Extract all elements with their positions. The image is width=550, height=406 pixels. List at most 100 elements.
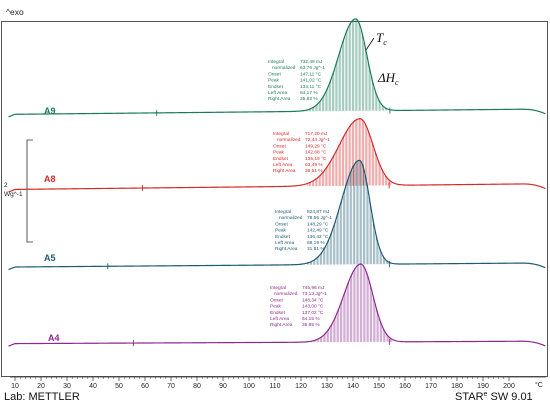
series-a9: A9 Integral 732,49 mJ normalized 63,76 Jg^-1… — [8, 18, 546, 118]
annotation-value: 148,34 °C — [302, 297, 324, 303]
annotation-label: Peak — [268, 78, 280, 84]
x-tick-label: 190 — [477, 383, 489, 390]
software-label: STARe SW 9.01 — [455, 391, 533, 403]
series-a5: A5 Integral 824,87 mJ normalized 78,56 Jg^-1… — [8, 159, 546, 271]
x-tick-label: 160 — [399, 383, 411, 390]
annotation-label: Right Area — [275, 246, 298, 252]
annotation-value: 35,85 % — [302, 322, 320, 328]
x-tick-label: 200 — [503, 383, 515, 390]
y-axis-label: Wg^-1 — [4, 191, 23, 198]
annotation-label: normalized — [277, 137, 301, 143]
y-scale-bracket — [26, 139, 33, 243]
annotation-label: Endset — [270, 310, 286, 316]
annotation-value: 732,49 mJ — [300, 59, 323, 65]
x-tick-label: 80 — [193, 383, 201, 390]
annotation-value: 73,13 Jg^-1 — [302, 291, 327, 297]
plot-frame — [1, 21, 548, 377]
annotation-label: Left Area — [268, 90, 288, 96]
x-axis-unit: °C — [535, 381, 543, 389]
annotation-label: Onset — [273, 143, 286, 149]
dh-symbol: ΔH — [377, 70, 396, 85]
annotation-label: normalized — [272, 65, 296, 71]
tc-symbol: T — [376, 30, 384, 45]
curve-line — [8, 18, 546, 118]
x-tick-label: 180 — [451, 383, 463, 390]
annotation-label: Endset — [275, 234, 291, 240]
annotation-label: Onset — [270, 297, 283, 303]
x-tick-label: 110 — [269, 383, 280, 390]
lab-label: Lab: METTLER — [4, 391, 80, 403]
series-a8: A8 Integral 717,20 mJ normalized 72,44 Jg^-1… — [8, 118, 546, 193]
annotation-label: Right Area — [273, 168, 296, 174]
tc-subscript: c — [383, 38, 387, 47]
annotation-value: 63,76 Jg^-1 — [300, 65, 325, 71]
tc-pointer — [365, 37, 375, 51]
annotation-label: Left Area — [270, 316, 290, 322]
annotation-label: Endset — [268, 84, 284, 90]
annotation-value: 141,02 °C — [300, 78, 322, 84]
curve-label: A5 — [44, 253, 56, 263]
annotation-value: 135,19 °C — [305, 156, 327, 162]
annotation-value: 142,68 °C — [305, 150, 327, 156]
curve-label: A4 — [48, 333, 60, 343]
annotation-value: 147,11 °C — [300, 71, 322, 77]
series-a4: A4 Integral 745,96 mJ normalized 73,13 Jg^-1… — [8, 263, 546, 347]
x-tick-label: 150 — [373, 383, 385, 390]
annotation-label: Onset — [275, 221, 288, 227]
annotation-value: 745,96 mJ — [302, 285, 325, 291]
annotation-label: Right Area — [270, 322, 293, 328]
annotation-label: normalized — [279, 215, 303, 221]
annotation-label: Peak — [273, 150, 285, 156]
x-tick-label: 100 — [243, 383, 255, 390]
annotation-value: 149,29 °C — [305, 143, 327, 149]
x-tick-label: 90 — [219, 383, 227, 390]
annotation-value: 36,51 % — [305, 168, 323, 174]
annotation-label: Endset — [273, 156, 289, 162]
x-tick-label: 140 — [347, 383, 359, 390]
x-axis-ticks: 10 20 30 40 50 60 70 80 90 100 110 120 130 140 150 160 1… — [11, 377, 515, 390]
annotation-value: 143,00 °C — [302, 304, 324, 310]
dh-subscript: c — [395, 78, 399, 87]
annotation-value: 31,81 % — [307, 246, 325, 252]
annotation-label: Left Area — [273, 162, 293, 168]
annotation-value: 78,56 Jg^-1 — [307, 215, 332, 221]
annotation-value: 72,44 Jg^-1 — [305, 137, 330, 143]
x-tick-label: 170 — [425, 383, 437, 390]
annotation-label: Left Area — [275, 240, 295, 246]
annotation-value: 64,17 % — [300, 90, 318, 96]
annotation-label: normalized — [274, 291, 298, 297]
x-tick-label: 10 — [11, 383, 19, 390]
curve-line — [8, 118, 546, 193]
x-tick-label: 40 — [89, 383, 97, 390]
x-tick-label: 20 — [37, 383, 45, 390]
annotation-value: 136,42 °C — [307, 234, 329, 240]
annotation-value: 63,49 % — [305, 162, 323, 168]
annotation-value: 137,02 °C — [302, 310, 324, 316]
x-tick-label: 30 — [63, 383, 71, 390]
dh-label: ΔHc — [377, 70, 399, 87]
curve-label: A8 — [44, 174, 56, 184]
annotation-label: Peak — [275, 228, 287, 234]
annotation-label: Peak — [270, 304, 282, 310]
exo-label: ^exo — [6, 7, 24, 17]
annotation-label: Integral — [268, 59, 284, 65]
tc-label: Tc — [376, 30, 387, 47]
software-sup: e — [484, 391, 488, 398]
curve-line — [8, 263, 546, 347]
annotation-value: 64,15 % — [302, 316, 320, 322]
annotation-label: Integral — [270, 285, 286, 291]
curves: A9 Integral 732,49 mJ normalized 63,76 Jg^-1… — [8, 18, 546, 347]
annotation-value: 148,29 °C — [307, 221, 329, 227]
software-brand: STAR — [455, 391, 484, 403]
annotation-label: Integral — [275, 209, 291, 215]
x-tick-label: 60 — [141, 383, 149, 390]
x-tick-label: 50 — [115, 383, 123, 390]
annotation-value: 68,19 % — [307, 240, 325, 246]
annotation-label: Onset — [268, 71, 281, 77]
annotation-label: Right Area — [268, 96, 291, 102]
annotation-value: 142,49 °C — [307, 228, 329, 234]
annotation-value: 134,11 °C — [300, 84, 322, 90]
annotation-value: 717,20 mJ — [305, 131, 328, 137]
annotation-value: 35,83 % — [300, 96, 318, 102]
software-rest: SW 9.01 — [487, 391, 532, 403]
